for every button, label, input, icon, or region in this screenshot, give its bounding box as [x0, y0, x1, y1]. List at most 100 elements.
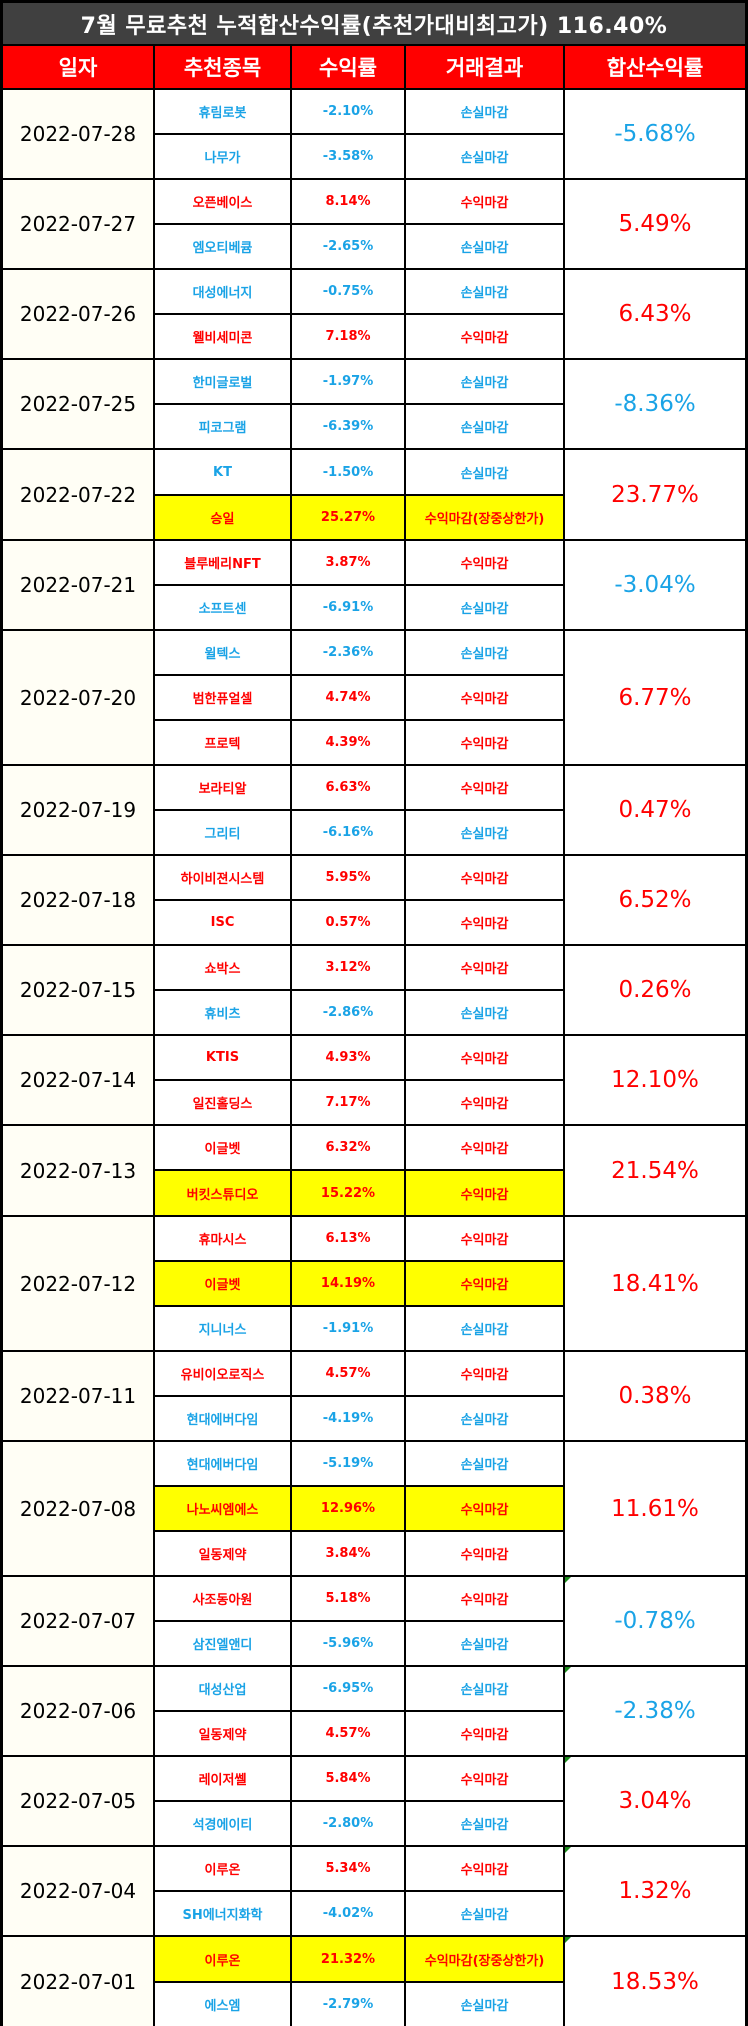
stock-name: 그리티 — [155, 811, 290, 854]
trade-result: 손실마감 — [406, 1307, 563, 1350]
return-rate: 6.63% — [292, 766, 404, 809]
total-return: 0.38% — [565, 1352, 745, 1440]
stock-name: 삼진엘앤디 — [155, 1622, 290, 1665]
date-cell: 2022-07-18 — [3, 856, 153, 944]
trade-result: 손실마감 — [406, 135, 563, 178]
return-rate: 12.96% — [292, 1487, 404, 1530]
total-return: 6.52% — [565, 856, 745, 944]
stock-name: 윌텍스 — [155, 631, 290, 674]
header-date: 일자 — [3, 46, 153, 88]
return-rate: -3.58% — [292, 135, 404, 178]
trade-result: 손실마감 — [406, 1667, 563, 1710]
stock-name: 현대에버다임 — [155, 1397, 290, 1440]
stock-name: 에스엠 — [155, 1983, 290, 2026]
return-rate: 4.39% — [292, 721, 404, 764]
stock-name: 사조동아원 — [155, 1577, 290, 1620]
trade-result: 손실마감 — [406, 1983, 563, 2026]
stock-name: KT — [155, 450, 290, 494]
stock-name: 유비이오로직스 — [155, 1352, 290, 1395]
return-rate: -5.19% — [292, 1442, 404, 1485]
page-title: 7월 무료추천 누적합산수익률(추천가대비최고가) 116.40% — [3, 3, 745, 44]
trade-result: 수익마감 — [406, 766, 563, 809]
trade-result: 수익마감 — [406, 1217, 563, 1260]
trade-result: 수익마감 — [406, 676, 563, 719]
return-rate: 4.93% — [292, 1036, 404, 1079]
return-rate: 6.13% — [292, 1217, 404, 1260]
date-cell: 2022-07-04 — [3, 1847, 153, 1935]
return-rate: 15.22% — [292, 1171, 404, 1215]
return-rate: -2.86% — [292, 991, 404, 1034]
trade-result: 수익마감 — [406, 1847, 563, 1890]
trade-result: 수익마감 — [406, 1171, 563, 1215]
return-rate: -2.36% — [292, 631, 404, 674]
return-rate: 4.74% — [292, 676, 404, 719]
return-rate: 14.19% — [292, 1262, 404, 1305]
stock-name: 소프트센 — [155, 586, 290, 629]
total-return: -8.36% — [565, 360, 745, 448]
return-rate: -2.80% — [292, 1802, 404, 1845]
trade-result: 수익마감(장중상한가) — [406, 1937, 563, 1981]
trade-result: 손실마감 — [406, 1892, 563, 1935]
stock-name: 블루베리NFT — [155, 541, 290, 584]
return-rate: -6.95% — [292, 1667, 404, 1710]
date-cell: 2022-07-11 — [3, 1352, 153, 1440]
trade-result: 손실마감 — [406, 1802, 563, 1845]
return-rate: 7.18% — [292, 315, 404, 358]
total-return: 0.26% — [565, 946, 745, 1034]
trade-result: 수익마감 — [406, 1262, 563, 1305]
header-rate: 수익률 — [292, 46, 404, 88]
return-rate: -6.39% — [292, 405, 404, 448]
trade-result: 손실마감 — [406, 225, 563, 268]
trade-result: 손실마감 — [406, 631, 563, 674]
stock-name: 프로텍 — [155, 721, 290, 764]
total-return: 6.77% — [565, 631, 745, 764]
date-cell: 2022-07-26 — [3, 270, 153, 358]
stock-name: 휴비츠 — [155, 991, 290, 1034]
date-cell: 2022-07-27 — [3, 180, 153, 268]
return-rate: 5.95% — [292, 856, 404, 899]
total-return: -5.68% — [565, 90, 745, 178]
date-cell: 2022-07-06 — [3, 1667, 153, 1755]
return-rate: 8.14% — [292, 180, 404, 223]
cell-comment-marker — [565, 1937, 571, 1943]
trade-result: 손실마감 — [406, 405, 563, 448]
total-return: 0.47% — [565, 766, 745, 854]
total-return: -2.38% — [565, 1667, 745, 1755]
return-rate: 21.32% — [292, 1937, 404, 1981]
stock-name: 이글벳 — [155, 1262, 290, 1305]
stock-name: 레이저쎌 — [155, 1757, 290, 1800]
stock-name: ISC — [155, 901, 290, 944]
stock-name: 피코그램 — [155, 405, 290, 448]
total-return: 3.04% — [565, 1757, 745, 1845]
trade-result: 수익마감 — [406, 1577, 563, 1620]
trade-result: 수익마감 — [406, 856, 563, 899]
return-rate: -2.79% — [292, 1983, 404, 2026]
trade-result: 수익마감 — [406, 1712, 563, 1755]
date-cell: 2022-07-22 — [3, 450, 153, 539]
total-return: 5.49% — [565, 180, 745, 268]
trade-result: 수익마감 — [406, 541, 563, 584]
return-rate: -1.97% — [292, 360, 404, 403]
return-rate: -2.10% — [292, 90, 404, 133]
return-rate: -4.19% — [292, 1397, 404, 1440]
header-result: 거래결과 — [406, 46, 563, 88]
cell-comment-marker — [565, 1757, 571, 1763]
stock-name: 일동제약 — [155, 1532, 290, 1575]
return-rate: -5.96% — [292, 1622, 404, 1665]
trade-result: 손실마감 — [406, 1622, 563, 1665]
stock-name: 일동제약 — [155, 1712, 290, 1755]
total-return: -0.78% — [565, 1577, 745, 1665]
trade-result: 수익마감 — [406, 1757, 563, 1800]
return-rate: -6.16% — [292, 811, 404, 854]
stock-name: 웰비세미콘 — [155, 315, 290, 358]
total-return: 23.77% — [565, 450, 745, 539]
return-rate: 3.12% — [292, 946, 404, 989]
trade-result: 손실마감 — [406, 811, 563, 854]
return-rate: -1.91% — [292, 1307, 404, 1350]
trade-result: 손실마감 — [406, 450, 563, 494]
cell-comment-marker — [565, 1577, 571, 1583]
stock-name: 버킷스튜디오 — [155, 1171, 290, 1215]
stock-name: 하이비젼시스템 — [155, 856, 290, 899]
trade-result: 수익마감 — [406, 315, 563, 358]
